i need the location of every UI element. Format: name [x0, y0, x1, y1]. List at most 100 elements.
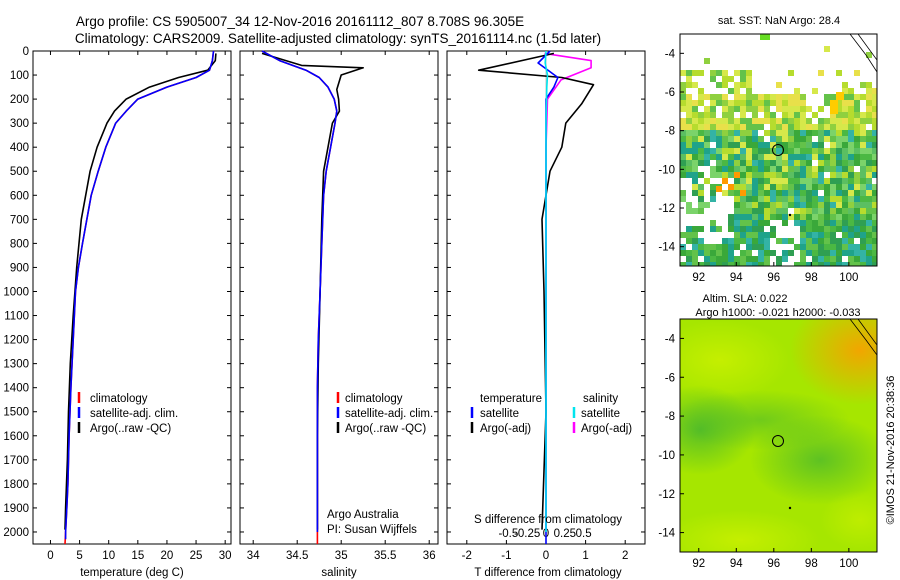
sst-cell: [836, 70, 842, 76]
lon-tick-label: 98: [805, 272, 818, 284]
sst-cell: [812, 148, 818, 154]
lat-tick-label: -4: [665, 333, 676, 345]
sst-cell: [770, 226, 776, 232]
sst-cell: [866, 196, 872, 202]
sst-latitude-ticks: -4 -6 -8 -10 -12 -14 92 94 96 98 100: [658, 48, 858, 284]
sst-warm-cell: [734, 172, 740, 178]
sst-cell: [692, 256, 698, 262]
sst-cell: [746, 208, 752, 214]
sst-cell: [818, 106, 824, 112]
sst-cell: [740, 124, 746, 130]
sst-cell: [680, 106, 686, 112]
lat-tick-label: -8: [665, 411, 675, 423]
sst-cell: [692, 124, 698, 130]
sst-cell: [842, 118, 848, 124]
sst-cell: [734, 202, 740, 208]
sst-cell: [866, 250, 872, 256]
sst-cell: [710, 184, 716, 190]
series-line-satellite-adj-clim-: [64, 50, 215, 540]
sst-cell: [740, 70, 746, 76]
sst-cell: [812, 220, 818, 226]
sst-cell: [746, 136, 752, 142]
sst-cell: [776, 82, 782, 88]
sst-cell: [854, 202, 860, 208]
sst-cell: [788, 118, 794, 124]
x-tick-label: 34: [247, 550, 260, 562]
x-tick-label: 2: [622, 550, 628, 562]
sst-cell: [782, 250, 788, 256]
sst-cell: [836, 214, 842, 220]
sst-cell: [794, 184, 800, 190]
sst-cell: [686, 166, 692, 172]
sst-cell: [740, 112, 746, 118]
sst-cell: [866, 52, 872, 58]
sst-cell: [788, 166, 794, 172]
sst-cell: [836, 130, 842, 136]
sst-cell: [782, 124, 788, 130]
sst-cell: [716, 100, 722, 106]
sst-warm-cell: [716, 186, 722, 192]
sst-cell: [698, 136, 704, 142]
sst-cell: [812, 184, 818, 190]
sst-cell: [734, 106, 740, 112]
sst-cell: [734, 184, 740, 190]
sst-cell: [752, 112, 758, 118]
sst-cell: [848, 262, 854, 266]
sst-cell: [806, 190, 812, 196]
sst-cell: [764, 250, 770, 256]
depth-tick-label: 1900: [3, 503, 29, 515]
sst-cell: [818, 70, 824, 76]
sst-cell: [776, 214, 782, 220]
sst-cell: [848, 106, 854, 112]
sst-cell: [710, 172, 716, 178]
sst-cell: [806, 196, 812, 202]
sst-cell: [788, 130, 794, 136]
temperature-panel: 0100200300400500600700800900100011001200…: [3, 46, 231, 579]
sst-cell: [848, 172, 854, 178]
sst-cell: [812, 226, 818, 232]
sst-cell: [872, 220, 877, 226]
sst-cell: [758, 226, 764, 232]
sst-cell: [800, 154, 806, 160]
sst-cell: [758, 154, 764, 160]
sst-cell: [704, 94, 710, 100]
sst-cell: [860, 178, 866, 184]
sst-cell: [722, 250, 728, 256]
sst-cell: [734, 70, 740, 76]
sst-cell: [800, 202, 806, 208]
x-tick-label: 34.5: [286, 550, 308, 562]
sst-cell: [770, 100, 776, 106]
depth-tick-label: 700: [10, 214, 29, 226]
sst-cell: [812, 88, 818, 94]
sst-cell: [848, 214, 854, 220]
sst-cell: [872, 250, 877, 256]
depth-tick-label: 1100: [4, 311, 29, 323]
pi-attribution: PI: Susan Wijffels: [327, 524, 417, 536]
lon-tick-label: 100: [839, 272, 858, 284]
sst-cell: [752, 196, 758, 202]
depth-tick-label: 400: [10, 142, 29, 154]
sst-cell: [830, 172, 836, 178]
sst-cell: [848, 124, 854, 130]
sst-small-point: [788, 213, 792, 217]
sst-cell: [722, 70, 728, 76]
sst-cell: [842, 136, 848, 142]
sst-cell: [758, 94, 764, 100]
sst-cell: [788, 160, 794, 166]
sst-cell: [698, 130, 704, 136]
sst-cell: [866, 160, 872, 166]
sst-cell: [752, 232, 758, 238]
sst-cell: [860, 124, 866, 130]
depth-axis-ticks: 0 100 200 300 400 500 600 700 800 900 1000 1100 1200…: [3, 46, 231, 539]
sst-cell: [830, 256, 836, 262]
sst-cell: [710, 220, 716, 226]
sst-cell: [818, 208, 824, 214]
x-tick-label: -1: [501, 550, 511, 562]
sst-cell: [740, 106, 746, 112]
sst-cell: [794, 148, 800, 154]
sst-cell: [806, 154, 812, 160]
x-tick-label: 35: [335, 550, 348, 562]
sst-warm-cell: [728, 184, 734, 190]
sst-cell: [782, 208, 788, 214]
sst-cell: [740, 118, 746, 124]
